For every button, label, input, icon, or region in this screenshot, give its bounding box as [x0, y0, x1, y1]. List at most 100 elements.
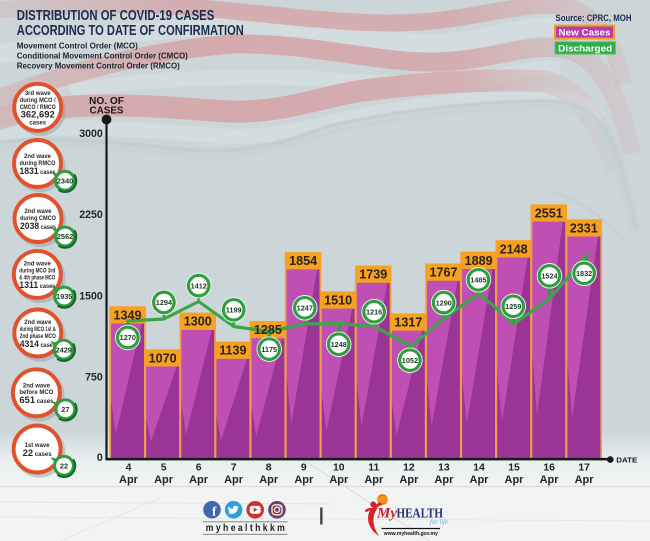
svg-text:Apr: Apr: [119, 474, 139, 486]
svg-text:7: 7: [231, 463, 237, 474]
svg-text:Apr: Apr: [505, 474, 525, 486]
svg-text:1300: 1300: [184, 315, 212, 329]
svg-text:cases: cases: [29, 121, 46, 127]
svg-text:during MCO 3rd: during MCO 3rd: [19, 268, 55, 274]
svg-text:& 4th phase MCO: & 4th phase MCO: [19, 275, 55, 281]
svg-text:Conditional Movement Control O: Conditional Movement Control Order (CMCO…: [17, 51, 188, 60]
svg-text:750: 750: [85, 372, 103, 384]
svg-text:9: 9: [301, 463, 307, 474]
svg-text:22 cases: 22 cases: [23, 447, 53, 458]
svg-text:1832: 1832: [576, 269, 592, 278]
svg-text:Apr: Apr: [470, 474, 490, 486]
svg-text:1510: 1510: [324, 294, 352, 308]
svg-text:Discharged: Discharged: [558, 44, 612, 55]
svg-text:1294: 1294: [156, 298, 173, 307]
svg-text:Apr: Apr: [399, 474, 419, 486]
svg-text:CASES: CASES: [90, 106, 124, 117]
svg-text:2429: 2429: [55, 345, 71, 354]
svg-text:1412: 1412: [191, 281, 207, 290]
svg-text:1139: 1139: [219, 344, 246, 358]
svg-text:651 cases: 651 cases: [19, 394, 54, 405]
svg-text:1739: 1739: [359, 268, 387, 282]
svg-text:6: 6: [196, 463, 202, 474]
svg-text:2nd wave: 2nd wave: [24, 209, 52, 215]
svg-text:during CMCO: during CMCO: [20, 216, 56, 222]
svg-text:1st wave: 1st wave: [25, 443, 51, 449]
svg-text:HEALTH: HEALTH: [397, 506, 444, 521]
svg-text:2551: 2551: [535, 207, 563, 221]
svg-text:Apr: Apr: [259, 474, 279, 486]
svg-text:Apr: Apr: [224, 474, 244, 486]
svg-text:4: 4: [126, 463, 132, 474]
svg-text:1199: 1199: [226, 306, 242, 315]
svg-text:1248: 1248: [331, 340, 347, 349]
svg-text:1285: 1285: [254, 323, 282, 337]
svg-text:2148: 2148: [500, 242, 528, 256]
svg-text:2250: 2250: [79, 209, 103, 221]
svg-text:Movement Control Order (MCO): Movement Control Order (MCO): [17, 41, 138, 50]
svg-text:2nd wave: 2nd wave: [24, 154, 52, 160]
svg-text:5: 5: [161, 463, 167, 474]
svg-text:1052: 1052: [402, 356, 418, 365]
svg-text:for life: for life: [430, 518, 448, 526]
svg-text:2nd wave: 2nd wave: [24, 320, 52, 326]
svg-text:1889: 1889: [465, 254, 493, 268]
svg-text:1247: 1247: [297, 304, 313, 313]
svg-text:Apr: Apr: [364, 474, 384, 486]
svg-text:Apr: Apr: [434, 474, 454, 486]
svg-text:2nd phase MCO: 2nd phase MCO: [20, 334, 56, 340]
svg-text:Apr: Apr: [329, 474, 349, 486]
svg-text:Apr: Apr: [154, 474, 174, 486]
svg-text:Apr: Apr: [189, 474, 209, 486]
svg-text:New Cases: New Cases: [559, 28, 611, 39]
svg-text:16: 16: [543, 463, 555, 474]
svg-text:1317: 1317: [394, 316, 422, 330]
svg-text:1524: 1524: [541, 272, 558, 281]
svg-text:1311 cases: 1311 cases: [19, 279, 56, 290]
svg-text:My: My: [376, 506, 397, 522]
svg-text:1290: 1290: [436, 298, 452, 307]
svg-text:362,692: 362,692: [21, 109, 55, 120]
svg-text:DISTRIBUTION OF COVID-19 CASES: DISTRIBUTION OF COVID-19 CASES: [17, 8, 215, 24]
svg-text:NO. OF: NO. OF: [89, 96, 124, 107]
svg-text:2562: 2562: [57, 232, 73, 241]
svg-text:3000: 3000: [79, 128, 103, 140]
svg-text:11: 11: [368, 463, 379, 474]
svg-text:1259: 1259: [505, 302, 521, 311]
svg-text:1216: 1216: [366, 307, 382, 316]
svg-text:14: 14: [473, 463, 485, 474]
svg-text:during RMCO: during RMCO: [20, 161, 56, 167]
svg-text:2038 cases: 2038 cases: [20, 220, 57, 231]
svg-text:4314 cases: 4314 cases: [20, 338, 57, 349]
svg-text:CMCO / RMCO: CMCO / RMCO: [20, 105, 56, 111]
svg-text:Apr: Apr: [294, 474, 314, 486]
svg-text:2nd wave: 2nd wave: [23, 383, 51, 389]
svg-text:2340: 2340: [57, 177, 73, 186]
svg-text:1935: 1935: [56, 292, 72, 301]
svg-text:17: 17: [578, 463, 590, 474]
svg-text:22: 22: [60, 462, 68, 471]
svg-text:Apr: Apr: [540, 474, 560, 486]
svg-text:1349: 1349: [113, 308, 141, 322]
svg-text:1070: 1070: [149, 351, 177, 365]
svg-text:during MCO 1st &: during MCO 1st &: [20, 327, 56, 333]
svg-text:f: f: [212, 503, 217, 518]
svg-text:1500: 1500: [79, 290, 103, 302]
svg-text:13: 13: [438, 463, 450, 474]
svg-text:0: 0: [97, 452, 103, 464]
svg-text:DATE: DATE: [616, 455, 637, 464]
svg-text:1175: 1175: [261, 345, 277, 354]
svg-text:2331: 2331: [570, 221, 598, 235]
svg-text:2nd wave: 2nd wave: [24, 262, 52, 268]
svg-text:ACCORDING TO DATE OF CONFIRMAT: ACCORDING TO DATE OF CONFIRMATION: [17, 23, 244, 39]
svg-text:1485: 1485: [470, 276, 486, 285]
svg-text:8: 8: [266, 463, 272, 474]
svg-text:12: 12: [403, 463, 415, 474]
svg-text:Source: CPRC, MOH: Source: CPRC, MOH: [556, 13, 632, 24]
svg-text:3rd wave: 3rd wave: [25, 91, 51, 97]
svg-text:1767: 1767: [429, 266, 457, 280]
svg-text:1831 cases: 1831 cases: [20, 165, 57, 176]
svg-text:Apr: Apr: [575, 474, 595, 486]
svg-text:www.myhealth.gov.my: www.myhealth.gov.my: [383, 531, 439, 537]
svg-text:before MCO: before MCO: [19, 390, 53, 396]
